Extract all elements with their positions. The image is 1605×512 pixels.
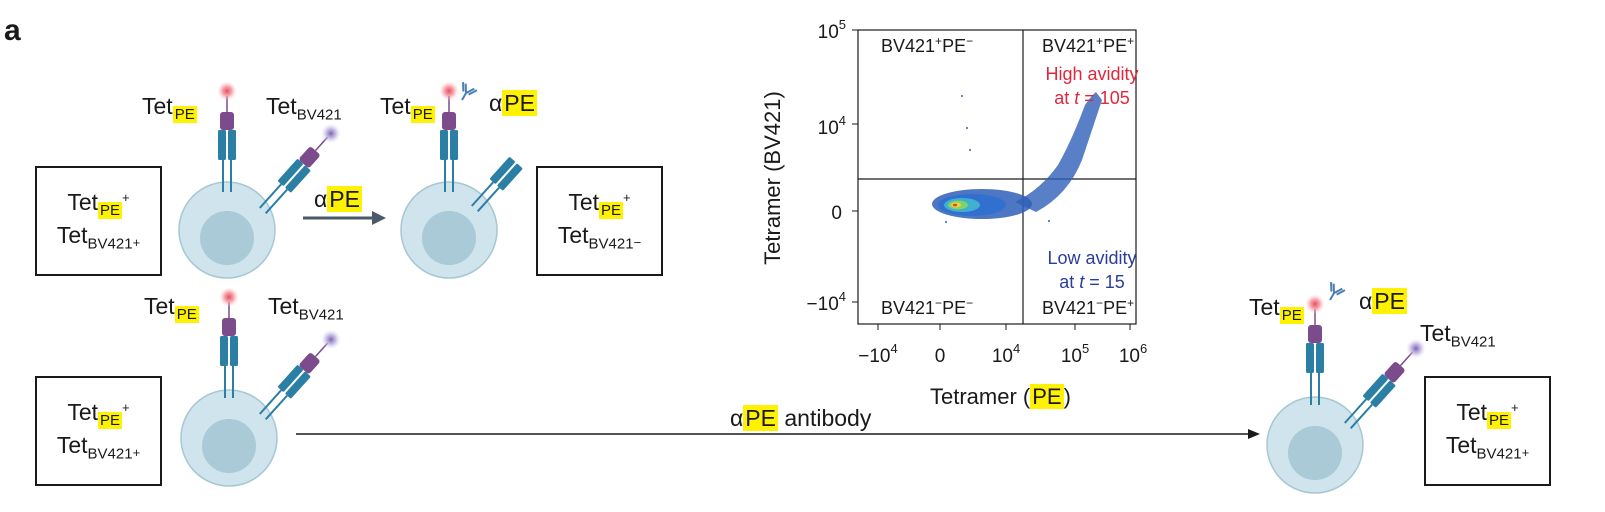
y-tick-0: 105 bbox=[818, 17, 846, 43]
y-axis-label: Tetramer (BV421) bbox=[760, 91, 785, 265]
label-tet-bv421-bottom-left: TetBV421 bbox=[268, 293, 344, 324]
label-tet-pe-top-right: Tet PE bbox=[380, 93, 435, 124]
label-alpha-pe-bottom: αPE bbox=[1359, 288, 1407, 314]
quadrant-upper-right: BV421+PE+ bbox=[1042, 34, 1134, 56]
panel-letter: a bbox=[4, 14, 21, 47]
label-tet-pe-top-left: Tet PE bbox=[142, 93, 197, 124]
plot-frame bbox=[857, 29, 1137, 325]
high-avidity-line1: High avidity bbox=[1045, 64, 1138, 84]
x-tick-1: 0 bbox=[935, 346, 946, 367]
x-tick-2: 104 bbox=[992, 341, 1020, 367]
x-tick-4: 106 bbox=[1119, 341, 1147, 367]
top-arrow bbox=[303, 211, 386, 225]
status-box-bottom-left: Tet PE+ TetBV421+ bbox=[35, 376, 162, 486]
x-axis-label: Tetramer (PE) bbox=[930, 384, 1071, 409]
y-tick-1: 104 bbox=[818, 113, 846, 139]
arrow-label-alpha-pe-antibody: αPE antibody bbox=[730, 405, 872, 431]
quadrant-lower-left: BV421−PE− bbox=[881, 296, 973, 318]
quadrant-lower-right: BV421−PE+ bbox=[1042, 296, 1134, 318]
x-tick-3: 105 bbox=[1061, 341, 1089, 367]
low-avidity-line1: Low avidity bbox=[1047, 248, 1136, 268]
cell-population bbox=[932, 92, 1102, 223]
y-tick-2: 0 bbox=[831, 203, 842, 224]
x-tick-0: −104 bbox=[858, 341, 897, 367]
low-avidity-line2: at t = 15 bbox=[1059, 272, 1125, 292]
label-tet-pe-bottom-left: Tet PE bbox=[144, 293, 199, 324]
label-tet-pe-bottom-right: Tet PE bbox=[1249, 294, 1304, 325]
status-box-top-right: Tet PE+ TetBV421− bbox=[536, 166, 663, 276]
y-tick-3: −104 bbox=[807, 289, 846, 315]
quadrant-upper-left: BV421+PE− bbox=[881, 34, 973, 56]
label-tet-bv421-top-left: TetBV421 bbox=[266, 93, 342, 124]
bottom-arrow bbox=[296, 429, 1260, 439]
label-alpha-pe-top: αPE bbox=[489, 90, 537, 116]
axis-ticks bbox=[852, 29, 1131, 330]
flow-plot: 105 104 0 −104 −104 0 104 105 106 Tetram… bbox=[760, 17, 1147, 367]
status-box-top-left: Tet PE+ TetBV421+ bbox=[35, 166, 162, 276]
status-box-bottom-right: Tet PE+ TetBV421+ bbox=[1424, 376, 1551, 486]
arrow-label-alpha-pe: αPE bbox=[314, 186, 362, 212]
high-avidity-line2: at t = 105 bbox=[1054, 88, 1130, 108]
label-tet-bv421-bottom-right: TetBV421 bbox=[1420, 320, 1496, 351]
